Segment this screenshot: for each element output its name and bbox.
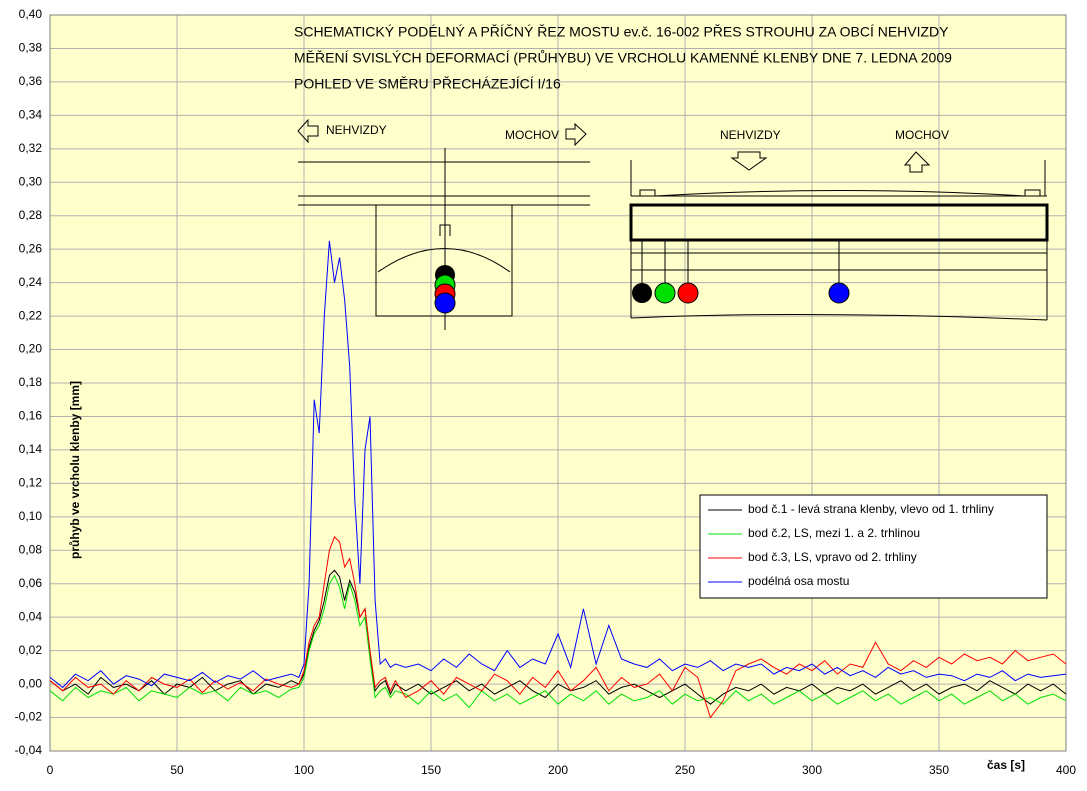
title-line: SCHEMATICKÝ PODÉLNÝ A PŘÍČNÝ ŘEZ MOSTU e… (294, 24, 949, 40)
y-tick-label: 0,34 (19, 108, 43, 122)
y-tick-label: 0,28 (19, 208, 43, 222)
y-tick-label: 0,30 (19, 174, 43, 188)
y-tick-label: -0,02 (15, 710, 43, 724)
y-tick-label: 0,38 (19, 41, 43, 55)
y-tick-label: 0,18 (19, 375, 43, 389)
x-tick-label: 150 (421, 763, 441, 777)
x-tick-label: 200 (548, 763, 568, 777)
legend-label: podélná osa mostu (748, 574, 849, 588)
y-tick-label: 0,04 (19, 609, 43, 623)
y-tick-label: 0,40 (19, 7, 43, 21)
bridge-diagram (297, 118, 1049, 330)
y-tick-label: -0,04 (15, 743, 43, 757)
y-tick-label: 0,22 (19, 308, 43, 322)
y-tick-label: 0,06 (19, 576, 43, 590)
data-line (49, 536, 1067, 719)
y-tick-label: 0,24 (19, 275, 43, 289)
legend-label: bod č.2, LS, mezi 1. a 2. trhlinou (748, 526, 920, 540)
y-tick-label: 0,10 (19, 509, 43, 523)
x-tick-label: 300 (802, 763, 822, 777)
annotation: NEHVIZDY (326, 123, 387, 137)
legend-label: bod č.3, LS, vpravo od 2. trhliny (748, 550, 917, 564)
legend-label: bod č.1 - levá strana klenby, vlevo od 1… (748, 502, 994, 516)
y-tick-label: 0,36 (19, 74, 43, 88)
x-tick-label: 250 (675, 763, 695, 777)
y-tick-label: 0,26 (19, 241, 43, 255)
annotation: MOCHOV (895, 128, 949, 142)
x-axis-label: čas [s] (987, 758, 1025, 772)
x-tick-label: 400 (1056, 763, 1076, 777)
y-tick-label: 0,02 (19, 643, 43, 657)
plot-border (49, 14, 1067, 752)
title-line: POHLED VE SMĚRU PŘECHÁZEJÍCÍ I/16 (294, 76, 561, 92)
legend (699, 494, 1048, 599)
title-line: MĚŘENÍ SVISLÝCH DEFORMACÍ (PRŮHYBU) VE V… (294, 49, 952, 66)
data-line (49, 240, 1067, 689)
y-tick-label: 0,08 (19, 542, 43, 556)
annotation: NEHVIZDY (720, 128, 781, 142)
x-tick-label: 50 (170, 763, 184, 777)
annotation: MOCHOV (505, 128, 559, 142)
y-tick-label: 0,16 (19, 409, 43, 423)
y-tick-label: 0,32 (19, 141, 43, 155)
y-tick-label: 0,00 (19, 676, 43, 690)
y-tick-label: 0,12 (19, 476, 43, 490)
x-tick-label: 0 (47, 763, 54, 777)
x-tick-label: 350 (929, 763, 949, 777)
y-axis-label: průhyb ve vrcholu klenby [mm] (68, 381, 82, 559)
x-tick-label: 100 (294, 763, 314, 777)
y-tick-label: 0,14 (19, 442, 43, 456)
y-tick-label: 0,20 (19, 342, 43, 356)
